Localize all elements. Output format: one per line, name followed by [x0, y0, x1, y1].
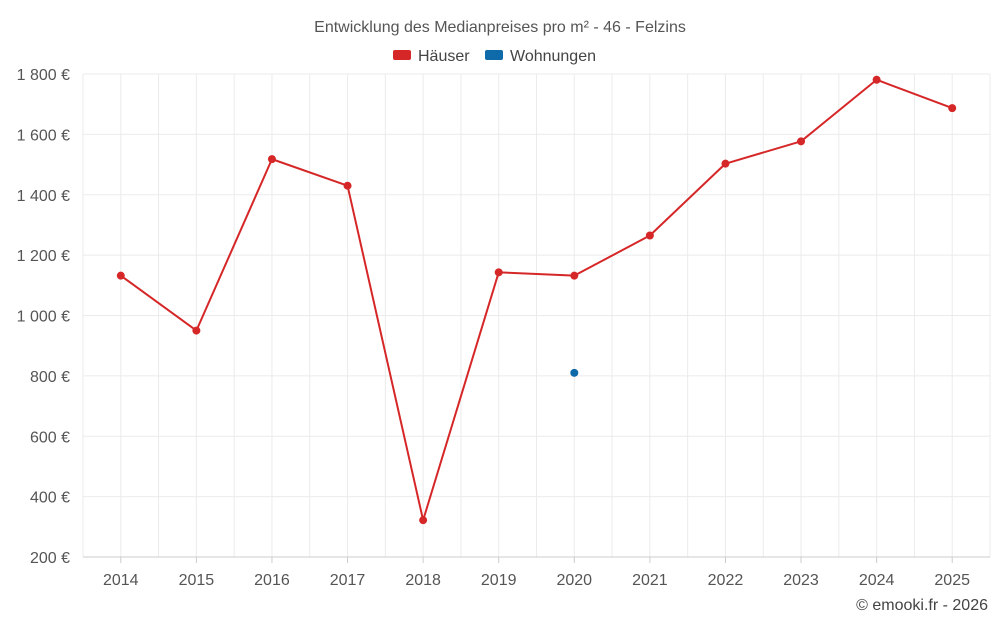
legend-swatch-wohnungen: [485, 50, 503, 60]
x-tick-label: 2014: [103, 572, 139, 589]
data-point-haeuser[interactable]: [797, 137, 806, 146]
y-tick-label: 1 800 €: [17, 67, 70, 84]
data-point-wohnungen[interactable]: [570, 368, 579, 377]
data-point-haeuser[interactable]: [267, 155, 276, 164]
x-tick-label: 2019: [481, 572, 517, 589]
credit-text: © emooki.fr - 2026: [856, 597, 988, 614]
chart-title: Entwicklung des Medianpreises pro m² - 4…: [314, 19, 686, 36]
x-tick-label: 2015: [179, 572, 215, 589]
data-point-haeuser[interactable]: [343, 181, 352, 190]
x-tick-label: 2017: [330, 572, 366, 589]
grid: [82, 73, 991, 557]
y-tick-label: 1 200 €: [17, 248, 70, 265]
legend-label-haeuser: Häuser: [418, 48, 470, 65]
y-tick-label: 1 600 €: [17, 127, 70, 144]
data-point-haeuser[interactable]: [721, 159, 730, 168]
axes: 200 € 400 € 600 € 800 € 1 000 € 1 200 € 1 400 …: [17, 67, 990, 589]
data-point-haeuser[interactable]: [872, 75, 881, 84]
x-tick-label: 2018: [405, 572, 441, 589]
legend-swatch-haeuser: [393, 50, 411, 60]
x-tick-label: 2021: [632, 572, 668, 589]
series-line-haeuser: [120, 78, 953, 522]
data-point-haeuser[interactable]: [116, 271, 125, 280]
y-tick-label: 1 000 €: [17, 309, 70, 326]
legend-item-wohnungen[interactable]: Wohnungen: [485, 48, 596, 65]
plot-area: [116, 75, 957, 525]
data-point-haeuser[interactable]: [645, 231, 654, 240]
legend-item-haeuser[interactable]: Häuser: [393, 48, 470, 65]
y-tick-label: 600 €: [30, 429, 70, 446]
x-tick-label: 2022: [708, 572, 744, 589]
data-point-haeuser[interactable]: [494, 268, 503, 277]
y-tick-label: 200 €: [30, 550, 70, 567]
data-point-haeuser[interactable]: [192, 326, 201, 335]
legend-label-wohnungen: Wohnungen: [510, 48, 596, 65]
data-point-haeuser[interactable]: [419, 516, 428, 525]
y-tick-label: 1 400 €: [17, 188, 70, 205]
data-point-haeuser[interactable]: [570, 271, 579, 280]
legend: Häuser Wohnungen: [393, 48, 596, 65]
x-tick-label: 2016: [254, 572, 290, 589]
x-tick-label: 2020: [556, 572, 592, 589]
x-tick-label: 2023: [783, 572, 819, 589]
y-tick-label: 800 €: [30, 369, 70, 386]
x-tick-label: 2024: [859, 572, 895, 589]
data-point-haeuser[interactable]: [948, 104, 957, 113]
x-tick-label: 2025: [934, 572, 970, 589]
y-tick-label: 400 €: [30, 490, 70, 507]
